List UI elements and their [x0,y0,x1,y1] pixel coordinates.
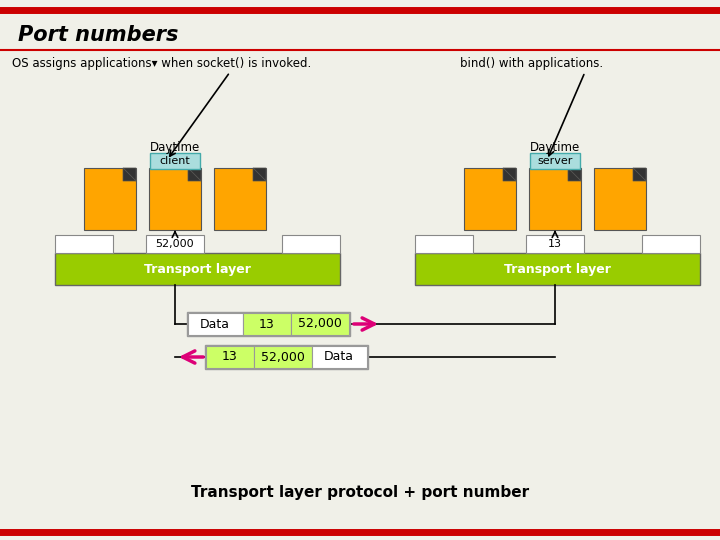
FancyBboxPatch shape [415,235,473,253]
Text: OS assigns applications▾ when socket() is invoked.: OS assigns applications▾ when socket() i… [12,57,311,71]
FancyBboxPatch shape [594,168,646,230]
Polygon shape [503,168,516,181]
Text: 52,000: 52,000 [298,318,342,330]
Polygon shape [123,168,136,181]
Polygon shape [568,168,581,181]
Text: 52,000: 52,000 [261,350,305,363]
Polygon shape [188,168,201,181]
Text: Data: Data [324,350,354,363]
Text: Transport layer protocol + port number: Transport layer protocol + port number [191,484,529,500]
Text: Daytime: Daytime [150,141,200,154]
Text: Data: Data [200,318,230,330]
FancyBboxPatch shape [282,235,340,253]
FancyBboxPatch shape [146,235,204,253]
Text: client: client [160,156,190,166]
FancyBboxPatch shape [187,312,350,336]
Polygon shape [503,168,516,181]
FancyBboxPatch shape [530,153,580,169]
Polygon shape [633,168,646,181]
FancyBboxPatch shape [188,313,243,335]
Polygon shape [253,168,266,181]
FancyBboxPatch shape [415,253,700,285]
Polygon shape [568,168,581,181]
FancyBboxPatch shape [206,346,254,368]
FancyBboxPatch shape [84,168,136,230]
Polygon shape [188,168,201,181]
FancyBboxPatch shape [526,235,584,253]
Text: Daytime: Daytime [530,141,580,154]
FancyBboxPatch shape [149,168,201,230]
FancyBboxPatch shape [312,346,367,368]
FancyBboxPatch shape [529,168,581,230]
FancyBboxPatch shape [642,235,700,253]
Text: Port numbers: Port numbers [18,25,179,45]
FancyBboxPatch shape [150,153,200,169]
FancyBboxPatch shape [291,313,349,335]
Text: 13: 13 [259,318,275,330]
FancyBboxPatch shape [464,168,516,230]
Text: 52,000: 52,000 [156,239,194,249]
FancyBboxPatch shape [205,345,368,369]
FancyBboxPatch shape [214,168,266,230]
FancyBboxPatch shape [55,253,340,285]
FancyBboxPatch shape [55,235,113,253]
Text: Transport layer: Transport layer [504,262,611,275]
Text: 13: 13 [222,350,238,363]
Polygon shape [253,168,266,181]
Polygon shape [123,168,136,181]
FancyBboxPatch shape [243,313,291,335]
Text: server: server [537,156,572,166]
FancyBboxPatch shape [254,346,312,368]
Text: Transport layer: Transport layer [144,262,251,275]
Text: 13: 13 [548,239,562,249]
Polygon shape [633,168,646,181]
Text: bind() with applications.: bind() with applications. [460,57,603,71]
